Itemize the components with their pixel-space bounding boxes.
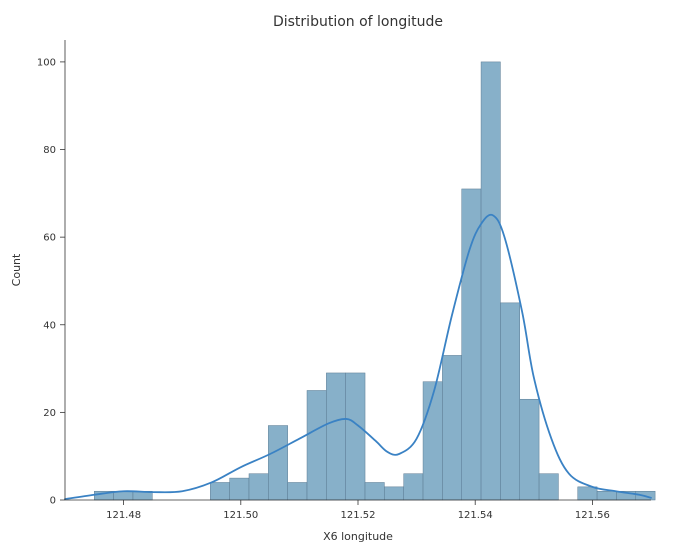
histogram-bar (268, 426, 287, 500)
histogram-bar (326, 373, 345, 500)
x-tick-label: 121.50 (223, 510, 258, 521)
y-tick-label: 40 (43, 320, 56, 331)
histogram-bar (597, 491, 616, 500)
histogram-bar (210, 482, 229, 500)
histogram-bar (230, 478, 249, 500)
histogram-bar (462, 189, 481, 500)
histogram-bar (423, 382, 442, 500)
x-axis-label: X6 longitude (323, 530, 393, 543)
histogram-bar (365, 482, 384, 500)
chart-title: Distribution of longitude (273, 14, 443, 30)
x-tick-label: 121.56 (575, 510, 610, 521)
histogram-bar (288, 482, 307, 500)
histogram-bar (307, 390, 326, 500)
y-tick-label: 80 (43, 145, 56, 156)
histogram-bar (249, 474, 268, 500)
y-tick-label: 100 (37, 57, 56, 68)
histogram-bar (481, 62, 500, 500)
histogram-chart: 121.48 121.50 121.52 121.54 121.56 0 20 40 60 80 1… (0, 0, 681, 560)
x-tick-label: 121.54 (458, 510, 493, 521)
x-tick-label: 121.52 (341, 510, 376, 521)
y-tick-label: 0 (50, 496, 56, 507)
histogram-bar (384, 487, 403, 500)
x-tick-label: 121.48 (106, 510, 141, 521)
y-tick-label: 20 (43, 408, 56, 419)
histogram-bar (404, 474, 423, 500)
histogram-bar (578, 487, 597, 500)
histogram-bar (346, 373, 365, 500)
chart-svg: 121.48 121.50 121.52 121.54 121.56 0 20 40 60 80 1… (0, 0, 681, 560)
y-tick-label: 60 (43, 233, 56, 244)
histogram-bar (500, 303, 519, 500)
y-axis-label: Count (10, 253, 23, 286)
histogram-bar (539, 474, 558, 500)
histogram-bar (442, 355, 461, 500)
histogram-bar (520, 399, 539, 500)
